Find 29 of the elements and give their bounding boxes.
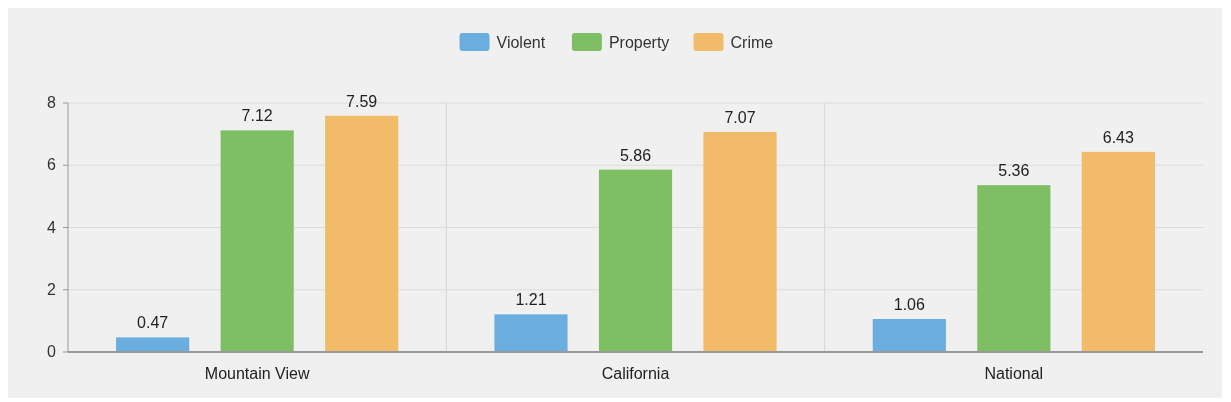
- x-tick-label: Mountain View: [204, 365, 310, 382]
- y-tick-label: 0: [47, 343, 57, 360]
- data-label: 7.12: [241, 107, 273, 125]
- bar: [703, 131, 777, 352]
- bar: [598, 169, 673, 352]
- data-label: 6.43: [1102, 128, 1135, 146]
- x-tick-label: California: [601, 365, 670, 382]
- data-label: 0.47: [137, 314, 169, 332]
- bar: [220, 130, 294, 352]
- bar: [494, 314, 568, 352]
- bar: [977, 185, 1051, 352]
- data-label: 5.86: [619, 146, 652, 164]
- legend-label: Crime: [730, 34, 774, 51]
- data-label: 5.36: [998, 162, 1030, 180]
- data-label: 1.21: [515, 291, 547, 309]
- legend-label: Violent: [496, 34, 546, 51]
- bar: [116, 337, 190, 352]
- y-tick-label: 2: [47, 280, 57, 298]
- x-tick-label: National: [984, 365, 1044, 382]
- data-label: 7.07: [724, 108, 756, 126]
- legend-label: Property: [608, 34, 670, 51]
- data-label: 1.06: [893, 296, 925, 314]
- bar: [872, 319, 946, 352]
- y-tick-label: 8: [47, 94, 57, 111]
- data-label: 7.59: [346, 92, 378, 110]
- bar: [1081, 151, 1155, 352]
- bar: [325, 115, 399, 352]
- y-tick-label: 4: [47, 218, 57, 236]
- y-tick-label: 6: [47, 156, 57, 174]
